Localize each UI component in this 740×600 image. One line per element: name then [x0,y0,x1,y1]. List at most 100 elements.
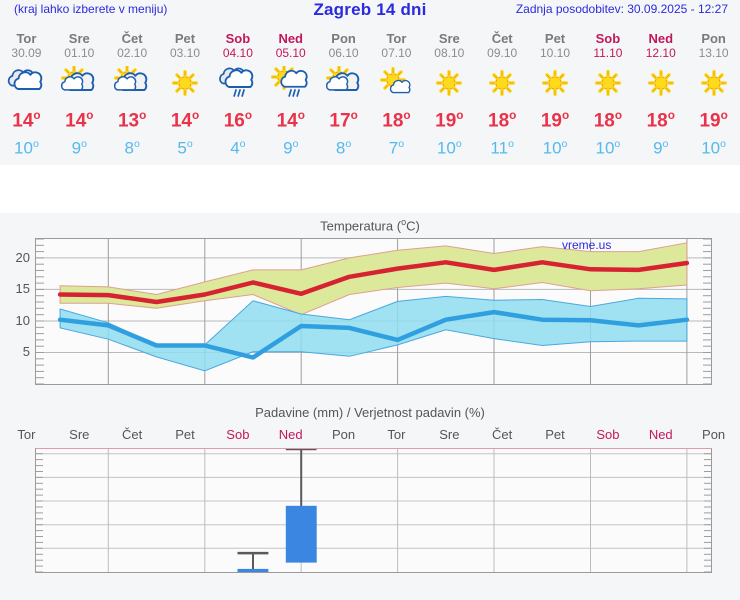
precipitation-chart-title: Padavine (mm) / Verjetnost padavin (%) [255,405,485,420]
precipitation-day-label: Pon [332,427,356,442]
temp-max: 17o [329,109,358,132]
daily-forecast-table: Tor 30.09 14o 10o Sre 01.10 14o 9o Čet 02.10 13o 8o… [0,22,740,165]
sunny-icon [171,69,199,97]
day-of-week: Čet [121,31,143,46]
temp-max: 13o [117,109,147,132]
precipitation-day-label: Čet [492,427,513,442]
sunny-icon [436,69,463,97]
temp-max: 18o [382,109,411,132]
temp-min: 5o [177,138,193,158]
temp-max: 18o [646,109,675,132]
day-date: 07.10 [381,46,412,60]
weather-icon-wrap [211,65,264,101]
temp-min: 10o [542,138,568,158]
day-of-week: Pet [174,31,196,46]
day-column[interactable]: Tor 30.09 14o 10o [0,22,53,165]
day-of-week: Pet [544,31,566,46]
temp-min: 9o [653,138,669,158]
day-column[interactable]: Sob 11.10 18o 10o [581,22,634,165]
page-title: Zagreb 14 dni [313,0,427,19]
temp-max: 18o [593,109,623,132]
sun-rain-icon [270,66,308,97]
weather-icon-wrap [317,65,370,101]
temperature-plot-area [35,238,712,385]
sunny-icon [700,69,727,97]
day-date: 06.10 [328,46,359,60]
section-divider [0,165,740,213]
temp-max: 14o [170,109,200,132]
sunny-icon [489,69,516,97]
day-of-week: Sob [225,31,251,46]
day-column[interactable]: Ned 05.10 14o 9o [264,22,317,165]
precipitation-plot-area [35,447,712,573]
day-date: 04.10 [222,46,253,60]
partly-sunny-icon [61,66,95,92]
temp-min: 8o [335,138,352,158]
sunny-icon [541,69,569,97]
day-column[interactable]: Sre 08.10 19o 10o [423,22,476,165]
precipitation-day-label: Ned [648,427,673,442]
day-column[interactable]: Čet 09.10 18o 11o [476,22,529,165]
weather-icon-wrap [529,65,582,101]
day-column[interactable]: Pet 03.10 14o 5o [159,22,212,165]
temp-max: 14o [276,109,305,132]
day-of-week: Ned [278,31,303,46]
temp-min: 4o [230,138,246,158]
day-column[interactable]: Tor 07.10 18o 7o [370,22,423,165]
cloudy-icon [8,69,43,90]
temp-max: 14o [12,109,41,132]
day-column[interactable]: Ned 12.10 18o 9o [634,22,687,165]
weather-icon-wrap [634,65,687,101]
precipitation-svg [36,447,711,573]
day-column[interactable]: Sre 01.10 14o 9o [53,22,106,165]
temp-min: 9o [283,138,299,158]
precipitation-day-label: Sob [596,427,620,442]
day-column[interactable]: Pet 10.10 19o 10o [529,22,582,165]
precipitation-day-label: Sob [226,427,250,442]
day-column[interactable]: Pon 13.10 19o 10o [687,22,740,165]
day-of-week: Čet [491,31,513,46]
day-column[interactable]: Čet 02.10 13o 8o [106,22,159,165]
day-date: 02.10 [117,46,148,60]
page-header: (kraj lahko izberete v meniju) Zagreb 14… [0,0,740,22]
day-column[interactable]: Sob 04.10 16o 4o [211,22,264,165]
rain-icon [218,67,254,97]
temp-max: 18o [488,109,517,132]
precipitation-day-label: Tor [17,427,36,442]
weather-icon-wrap [106,65,159,101]
weather-icon-wrap [423,65,476,101]
day-date: 01.10 [64,46,95,60]
day-date: 10.10 [540,46,571,60]
temperature-y-tick: 15 [15,281,30,297]
precipitation-chart-panel: Padavine (mm) / Verjetnost padavin (%) T… [0,401,740,600]
weather-icon-wrap [687,65,740,101]
weather-icon-wrap [159,65,212,101]
sunny-small-cloud-icon [380,66,411,94]
temp-max: 19o [699,109,728,132]
day-date: 13.10 [698,46,729,60]
day-columns: Tor 30.09 14o 10o Sre 01.10 14o 9o Čet 02.10 13o 8o… [0,22,740,165]
precipitation-day-label: Pon [702,427,726,442]
temperature-y-tick: 20 [15,249,30,265]
precipitation-day-label: Čet [122,427,143,442]
precipitation-day-label: Tor [387,427,406,442]
location-hint: (kraj lahko izberete v meniju) [14,2,168,16]
day-date: 03.10 [169,46,201,60]
weather-icon-wrap [264,65,317,101]
day-of-week: Sre [68,31,90,46]
precipitation-day-label: Sre [69,427,90,442]
temp-min: 10o [701,138,726,158]
weather-icon-wrap [476,65,529,101]
day-of-week: Sre [438,31,460,46]
day-date: 08.10 [434,46,465,60]
temp-min: 11o [490,138,514,158]
day-column[interactable]: Pon 06.10 17o 8o [317,22,370,165]
day-of-week: Ned [648,31,674,46]
sunny-icon [647,69,674,97]
day-of-week: Pon [331,31,356,46]
weather-icon-wrap [53,65,106,101]
precipitation-day-label: Pet [545,427,565,442]
temp-min: 10o [14,138,39,158]
precipitation-day-labels: Tor Sre Čet Pet Sob Ned Pon Tor Sre Čet Pet Sob Ned P… [0,427,740,443]
temp-max: 19o [435,109,464,132]
